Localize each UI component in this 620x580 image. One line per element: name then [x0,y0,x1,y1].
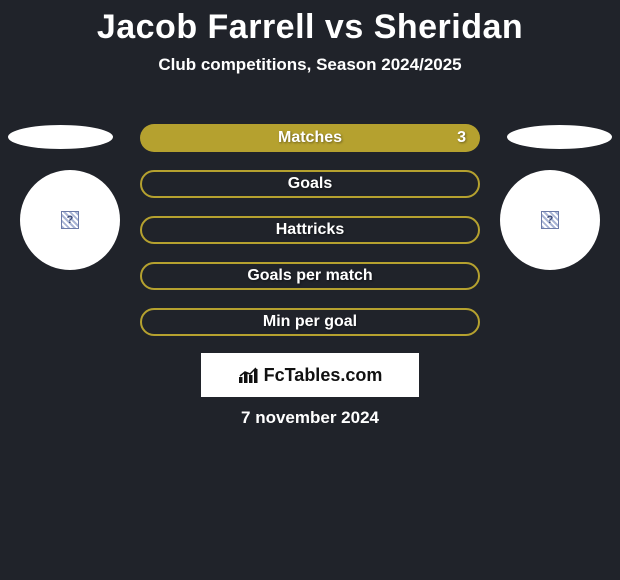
logo-text: FcTables.com [264,365,383,386]
fctables-chart-icon [238,366,260,384]
stat-label: Goals per match [247,267,372,285]
stat-label: Goals [288,175,332,193]
date-text: 7 november 2024 [0,408,620,428]
stat-bar-goals-per-match: Goals per match [140,262,480,290]
player-avatar-left: ? [20,170,120,270]
page-subtitle: Club competitions, Season 2024/2025 [0,55,620,75]
stat-bar-matches: Matches 3 [140,124,480,152]
stat-bar-min-per-goal: Min per goal [140,308,480,336]
logo-box: FcTables.com [201,353,419,397]
stat-label: Matches [278,129,342,147]
decorative-ellipse-left [8,125,113,149]
placeholder-icon: ? [541,211,559,229]
placeholder-icon: ? [61,211,79,229]
decorative-ellipse-right [507,125,612,149]
player-avatar-right: ? [500,170,600,270]
stat-bar-hattricks: Hattricks [140,216,480,244]
stat-bars: Matches 3 Goals Hattricks Goals per matc… [140,124,480,354]
stat-bar-goals: Goals [140,170,480,198]
stat-label: Min per goal [263,313,357,331]
stat-label: Hattricks [276,221,344,239]
page-title: Jacob Farrell vs Sheridan [0,0,620,47]
stat-value: 3 [457,129,466,147]
